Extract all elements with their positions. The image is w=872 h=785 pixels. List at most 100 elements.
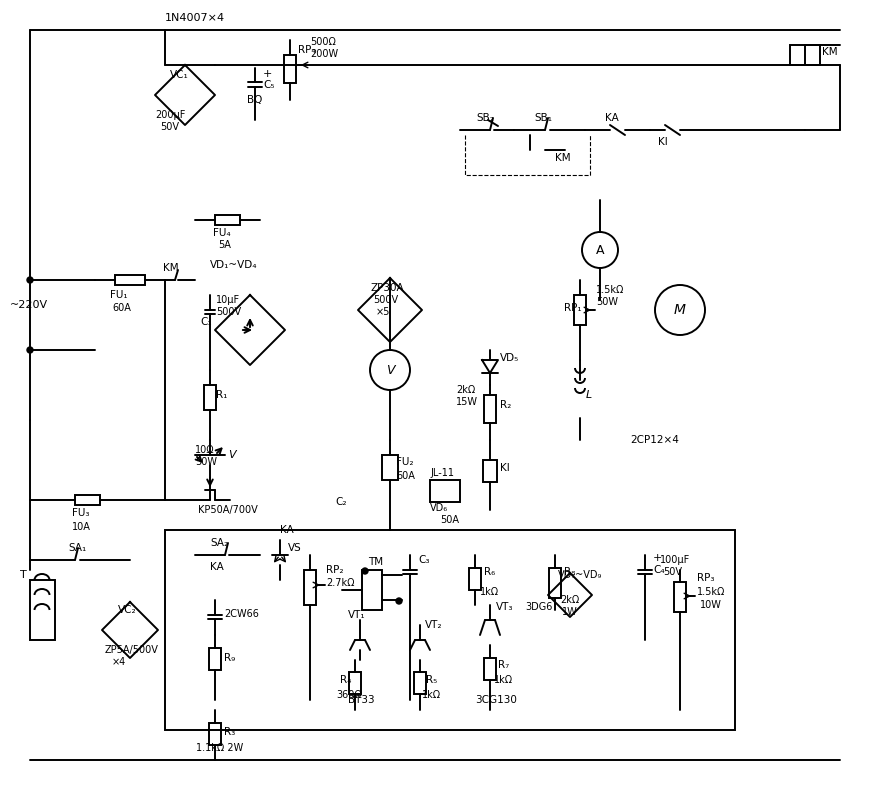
Text: +: + xyxy=(263,69,272,79)
Text: 15W: 15W xyxy=(456,397,478,407)
Text: RP₄: RP₄ xyxy=(298,45,316,55)
Text: R₇: R₇ xyxy=(498,660,509,670)
Text: ZP30A: ZP30A xyxy=(370,283,404,293)
Text: RP₃: RP₃ xyxy=(697,573,714,583)
Text: VT₁: VT₁ xyxy=(348,610,365,620)
Text: VC₂: VC₂ xyxy=(118,605,137,615)
Text: C₁: C₁ xyxy=(200,317,212,327)
Text: 10A: 10A xyxy=(72,522,91,532)
Text: VD₆: VD₆ xyxy=(430,503,448,513)
Bar xyxy=(165,530,735,730)
Text: C₄: C₄ xyxy=(653,565,664,575)
Bar xyxy=(484,395,496,423)
Text: RP₁: RP₁ xyxy=(564,303,582,313)
Text: TM: TM xyxy=(368,557,383,567)
Text: R₉: R₉ xyxy=(224,653,235,663)
Text: SB₂: SB₂ xyxy=(476,113,494,123)
Text: KM: KM xyxy=(163,263,179,273)
Bar xyxy=(30,580,55,640)
Bar xyxy=(430,480,460,502)
Text: KI: KI xyxy=(658,137,668,147)
Text: 1.5kΩ: 1.5kΩ xyxy=(697,587,726,597)
Text: 1.5kΩ: 1.5kΩ xyxy=(596,285,624,295)
Text: R₆: R₆ xyxy=(484,567,495,577)
Text: BQ: BQ xyxy=(248,95,262,105)
Bar xyxy=(484,658,496,680)
Text: 10W: 10W xyxy=(700,600,722,610)
Text: 2.7kΩ: 2.7kΩ xyxy=(326,578,355,588)
Bar xyxy=(209,723,221,745)
Text: 200W: 200W xyxy=(310,49,338,59)
Text: 5A: 5A xyxy=(218,240,231,250)
Text: A: A xyxy=(596,243,604,257)
Text: 2CW66: 2CW66 xyxy=(224,609,259,619)
Text: 500V: 500V xyxy=(216,307,242,317)
Text: BT33: BT33 xyxy=(348,695,375,705)
Circle shape xyxy=(396,598,402,604)
Text: 1kΩ: 1kΩ xyxy=(494,675,513,685)
Bar xyxy=(574,295,586,325)
Text: KA: KA xyxy=(280,525,294,535)
Text: SA₂: SA₂ xyxy=(210,538,228,548)
Bar xyxy=(349,672,361,694)
Text: ×4: ×4 xyxy=(112,657,126,667)
Text: 60A: 60A xyxy=(112,303,131,313)
Polygon shape xyxy=(482,360,498,373)
Text: JL-11: JL-11 xyxy=(430,468,454,478)
Text: 60A: 60A xyxy=(396,471,415,481)
Text: FU₃: FU₃ xyxy=(72,508,90,518)
Text: +: + xyxy=(653,553,663,563)
Text: 50A: 50A xyxy=(440,515,459,525)
Text: C₂: C₂ xyxy=(335,497,346,507)
Text: 3DG6: 3DG6 xyxy=(525,602,552,612)
Text: VD₅: VD₅ xyxy=(500,353,519,363)
Bar xyxy=(209,648,221,670)
Text: 1W: 1W xyxy=(562,607,578,617)
Text: 2CP12×4: 2CP12×4 xyxy=(630,435,679,445)
Text: 2kΩ: 2kΩ xyxy=(560,595,579,605)
Text: 2kΩ: 2kΩ xyxy=(456,385,475,395)
Bar xyxy=(549,568,561,598)
Text: KI: KI xyxy=(500,463,510,473)
Text: T: T xyxy=(20,570,27,580)
Text: VT₂: VT₂ xyxy=(425,620,442,630)
Text: 50W: 50W xyxy=(195,457,217,467)
Circle shape xyxy=(27,347,33,353)
Text: R₅: R₅ xyxy=(426,675,437,685)
Text: ×5: ×5 xyxy=(376,307,391,317)
Text: KP50A/700V: KP50A/700V xyxy=(198,505,258,515)
Text: 3CG130: 3CG130 xyxy=(475,695,517,705)
Text: FU₁: FU₁ xyxy=(110,290,127,300)
Text: 1kΩ: 1kΩ xyxy=(480,587,499,597)
Text: C₅: C₅ xyxy=(263,80,275,90)
Bar xyxy=(674,582,686,612)
Text: VS: VS xyxy=(288,543,302,553)
Text: 500Ω: 500Ω xyxy=(310,37,336,47)
Text: KA: KA xyxy=(605,113,619,123)
Bar xyxy=(469,568,481,590)
Text: KM: KM xyxy=(555,153,570,163)
Text: KA: KA xyxy=(210,562,224,572)
Text: 50V: 50V xyxy=(160,122,179,132)
Bar xyxy=(284,55,296,83)
Bar xyxy=(304,570,316,605)
Bar xyxy=(204,385,216,410)
Text: 200μF: 200μF xyxy=(155,110,186,120)
Text: 10Ω: 10Ω xyxy=(195,445,215,455)
Bar xyxy=(790,45,820,65)
Bar xyxy=(115,275,145,285)
Text: SA₁: SA₁ xyxy=(68,543,86,553)
Text: L: L xyxy=(586,390,592,400)
Text: RP₂: RP₂ xyxy=(326,565,344,575)
Text: VT₃: VT₃ xyxy=(496,602,514,612)
Text: R₈: R₈ xyxy=(564,567,576,577)
Text: C₃: C₃ xyxy=(418,555,430,565)
Text: 1.1kΩ 2W: 1.1kΩ 2W xyxy=(196,743,243,753)
Bar xyxy=(382,455,398,480)
Text: 500V: 500V xyxy=(373,295,399,305)
Text: 10μF: 10μF xyxy=(216,295,240,305)
Text: FU₄: FU₄ xyxy=(213,228,230,238)
Bar xyxy=(362,570,382,610)
Text: 360Ω: 360Ω xyxy=(336,690,362,700)
Text: 1kΩ: 1kΩ xyxy=(422,690,441,700)
